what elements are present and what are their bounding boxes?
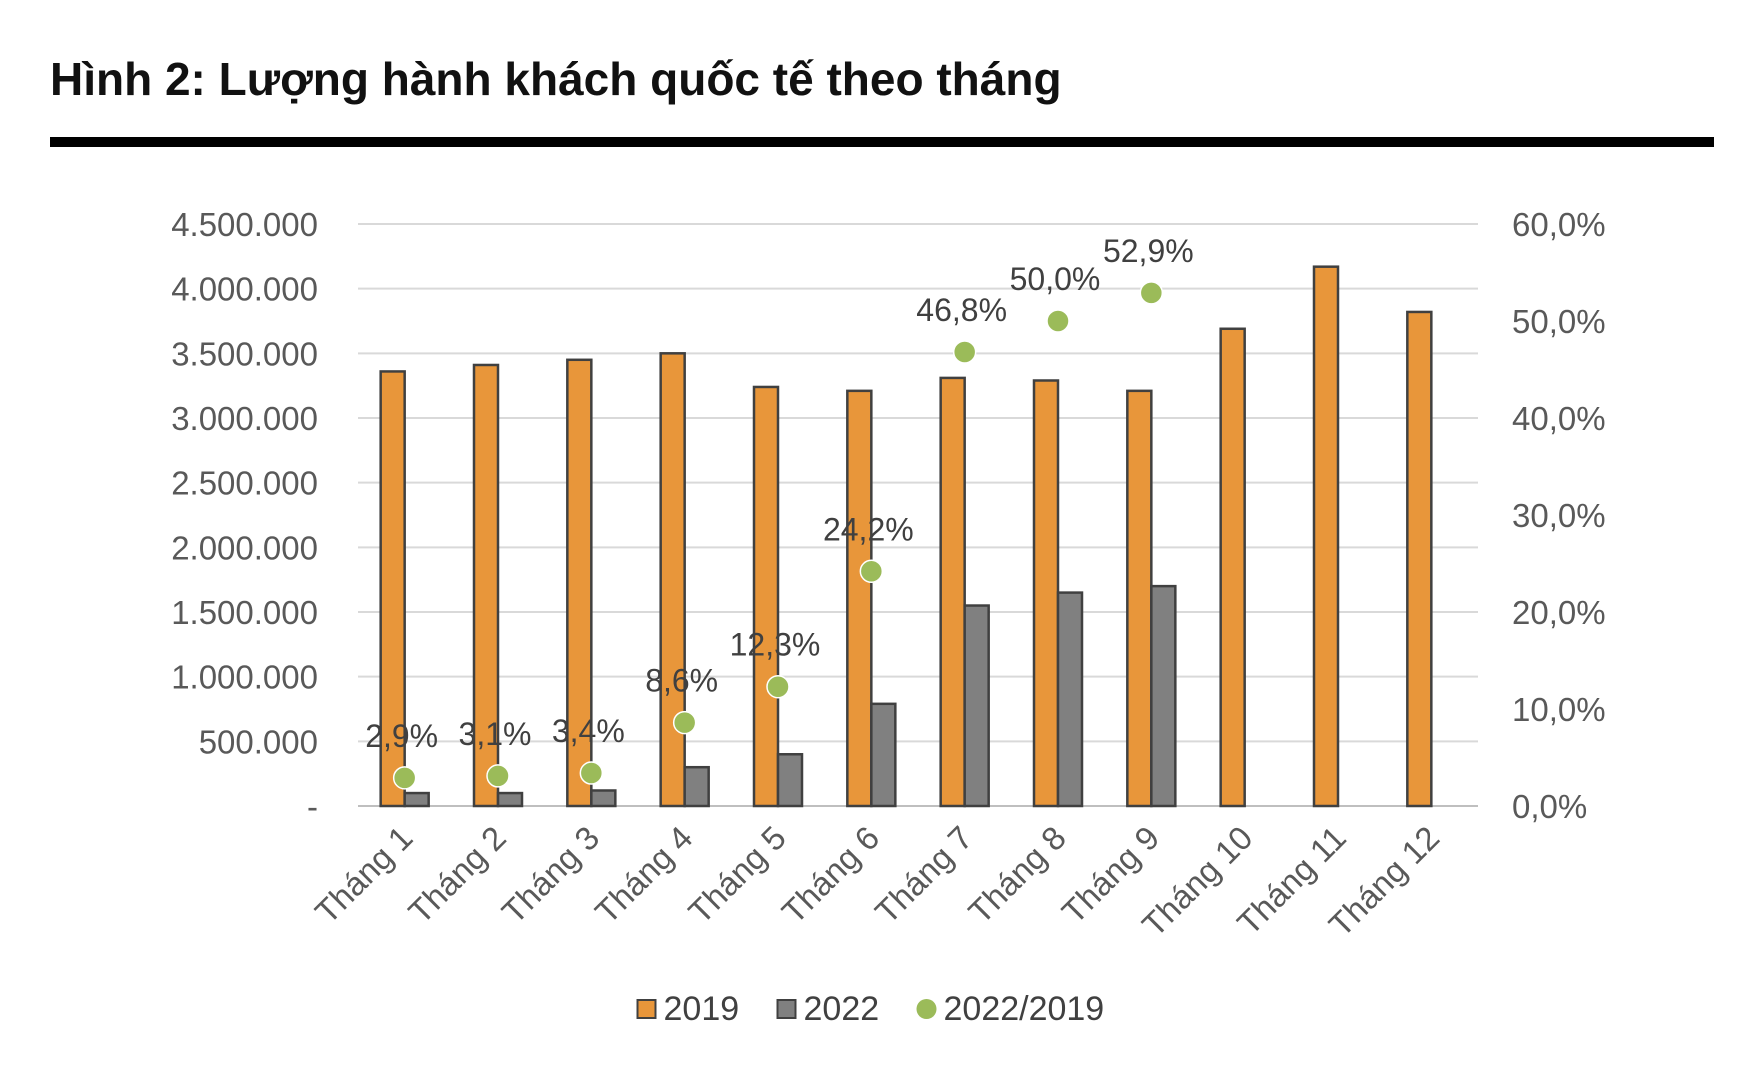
bars <box>379 265 1433 808</box>
ratio-data-label: 52,9% <box>1103 233 1194 269</box>
ratio-data-label: 24,2% <box>823 511 914 547</box>
bar-2022 <box>590 789 617 808</box>
ratio-data-label: 12,3% <box>730 627 821 663</box>
bar-2022 <box>403 791 430 808</box>
y-left-tick-label: 4.500.000 <box>171 206 318 243</box>
ratio-point <box>392 766 417 790</box>
y-axis-left: - 500.000 1.000.000 1.500.000 2.000.000 2.500… <box>171 206 318 825</box>
legend-label: 2022 <box>804 990 880 1028</box>
bar-2022 <box>1056 591 1084 808</box>
bar-2019 <box>846 389 873 808</box>
y-left-tick-label: 2.000.000 <box>171 529 318 566</box>
y-right-tick-label: 50,0% <box>1512 303 1606 340</box>
bar-2019 <box>1406 310 1433 808</box>
bar-2019 <box>939 376 966 808</box>
y-left-tick-label: 2.500.000 <box>171 465 318 502</box>
bar-2019 <box>659 352 686 808</box>
title-rule <box>50 137 1714 147</box>
ratio-point <box>672 710 697 735</box>
y-right-tick-label: 10,0% <box>1512 691 1606 728</box>
x-tick-label: Tháng 2 <box>401 819 513 931</box>
x-tick-label: Tháng 5 <box>681 819 793 931</box>
y-left-tick-label: 500.000 <box>199 723 318 760</box>
y-left-tick-label: 1.500.000 <box>171 594 318 631</box>
y-left-tick-label: - <box>307 788 318 825</box>
ratio-point <box>952 340 977 364</box>
ratio-data-label: 3,1% <box>459 716 532 752</box>
x-tick-label: Tháng 7 <box>868 819 980 931</box>
y-right-tick-label: 30,0% <box>1512 497 1606 534</box>
legend-marker <box>916 999 937 1019</box>
legend-label: 2019 <box>664 990 740 1028</box>
legend-marker <box>776 999 797 1019</box>
ratio-data-label: 2,9% <box>365 718 438 754</box>
bar-2022 <box>496 791 524 808</box>
ratio-point <box>486 764 510 788</box>
y-right-tick-label: 20,0% <box>1512 594 1606 631</box>
y-left-tick-label: 4.000.000 <box>171 271 318 308</box>
bar-2019 <box>472 363 500 808</box>
bar-2019 <box>1126 389 1153 808</box>
y-left-tick-label: 3.000.000 <box>171 400 318 437</box>
y-right-tick-label: 0,0% <box>1512 788 1587 825</box>
ratio-data-label: 50,0% <box>1010 261 1101 297</box>
bar-2022 <box>1150 584 1177 808</box>
bar-2022 <box>870 702 897 808</box>
gridlines <box>358 223 1478 807</box>
ratio-point <box>579 761 604 785</box>
bar-2019 <box>1219 327 1246 808</box>
ratio-data-label: 46,8% <box>916 292 1007 328</box>
figure-title: Hình 2: Lượng hành khách quốc tế theo th… <box>50 53 1062 105</box>
y-right-tick-label: 60,0% <box>1512 206 1606 243</box>
ratio-data-label: 3,4% <box>552 713 625 749</box>
y-right-tick-label: 40,0% <box>1512 400 1606 437</box>
x-tick-label: Tháng 4 <box>588 819 700 931</box>
x-tick-label: Tháng 1 <box>308 819 420 931</box>
bar-2022 <box>683 765 710 808</box>
bar-2019 <box>1312 265 1340 808</box>
x-tick-label: Tháng 8 <box>961 819 1073 931</box>
legend: 2019 2022 2022/2019 <box>636 990 1105 1028</box>
x-tick-label: Tháng 6 <box>774 819 886 931</box>
bar-2019 <box>566 358 593 808</box>
bar-2019 <box>752 385 780 808</box>
bar-2022 <box>963 604 990 808</box>
ratio-point <box>859 559 884 584</box>
bar-2022 <box>776 753 804 808</box>
ratio-points: 2,9% 3,1% 3,4% 8,6% 12,3% 24,2% 46,8%50,0%52,9… <box>365 233 1194 790</box>
legend-label: 2022/2019 <box>944 990 1105 1028</box>
y-left-tick-label: 1.000.000 <box>171 659 318 696</box>
y-axis-right: 0,0% 10,0% 20,0% 30,0% 40,0% 50,0% 60,0% <box>1512 206 1606 825</box>
bar-2019 <box>379 370 406 808</box>
legend-marker <box>636 999 657 1019</box>
ratio-point <box>766 674 790 699</box>
ratio-data-label: 8,6% <box>645 663 718 699</box>
y-left-tick-label: 3.500.000 <box>171 335 318 372</box>
x-tick-label: Tháng 3 <box>494 819 606 931</box>
ratio-point <box>1046 309 1070 333</box>
bar-2019 <box>1032 379 1060 808</box>
ratio-point <box>1139 281 1164 305</box>
